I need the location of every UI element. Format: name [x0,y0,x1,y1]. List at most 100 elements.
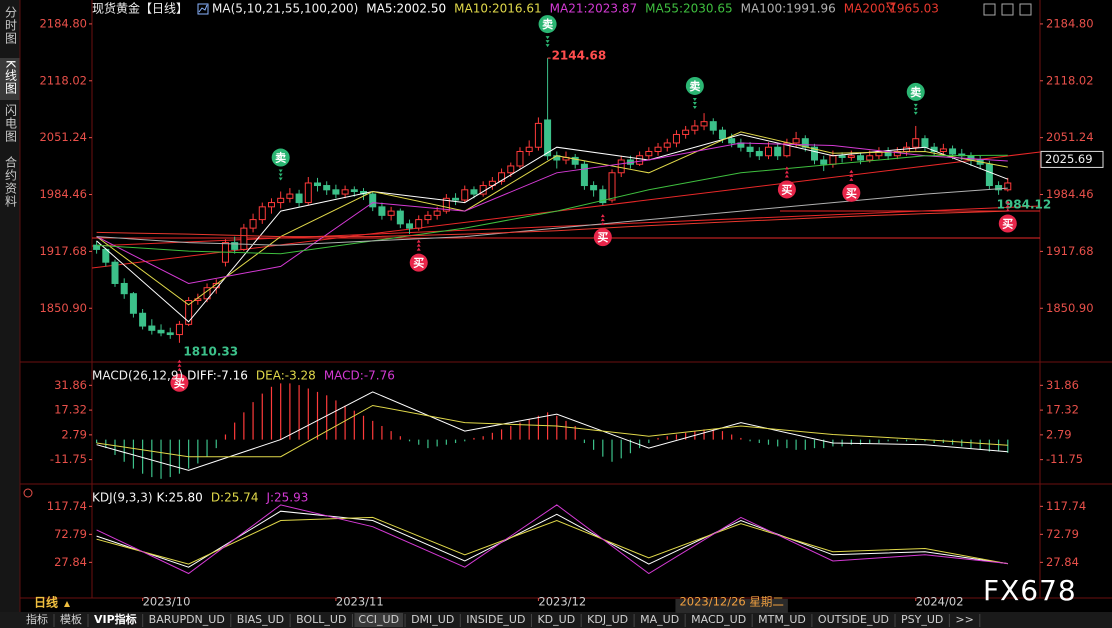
candle-body [350,189,358,193]
indicator-line [96,391,1008,471]
candle-body [332,189,340,195]
candle-body [525,146,533,152]
candle-body [452,197,460,201]
candle-body [267,202,275,208]
tab[interactable]: MTM_UD [758,613,806,626]
candle-body [442,197,450,212]
sidebar-tab[interactable]: 合约资料 [4,155,18,208]
sell-arrow [545,44,550,48]
tab-bg [407,613,459,627]
candle-body [341,189,349,195]
panel-icon[interactable] [23,488,33,498]
buy-arrow [1005,200,1010,204]
sell-arrow [545,36,550,40]
buy-arrow [784,166,789,170]
candle-body [157,329,165,334]
period-label[interactable]: 日线 [34,595,58,610]
buy-badge [998,214,1017,233]
alert-icon[interactable] [886,2,896,13]
x-tick-label: 2023/11 [336,595,384,609]
candle-body [323,185,331,191]
sell-arrow [913,111,918,115]
legend-entry: MA55:2030.65 [645,2,733,16]
indicator-line [96,516,1008,565]
candle-body [857,155,865,161]
sidebar-tab[interactable]: 闪电图 [4,104,18,143]
candle-body [534,122,542,148]
tab[interactable]: OUTSIDE_UD [818,613,889,626]
period-arrow[interactable] [64,601,70,607]
y-tick-label: 2.79 [61,427,87,441]
buy-arrow [177,359,182,363]
candle-body [995,185,1003,191]
candle-body [811,146,819,161]
tab-bg [232,613,289,627]
tab-bg [687,613,751,627]
candle-body [912,138,920,148]
candle-body [866,155,874,161]
indicator-line [96,210,1008,238]
tab[interactable]: KD_UD [537,613,575,626]
candle-body [286,193,294,199]
sell-arrow [278,173,283,177]
tab-bg [636,613,684,627]
tab[interactable]: KDJ_UD [587,613,628,626]
y-tick-label: -11.75 [50,452,87,466]
tab[interactable]: VIP指标 [94,612,137,626]
candle-body [599,189,607,204]
y-tick-label: 2051.24 [1046,130,1094,144]
buy-arrow [849,177,854,181]
sidebar-active [0,58,20,100]
candle-body [507,165,515,174]
tab-bg [813,613,894,627]
indicator-line [96,154,1008,255]
tab[interactable]: PSY_UD [901,613,943,626]
sidebar [0,0,20,612]
candle-body [921,138,929,148]
candle-body [985,163,993,187]
tab[interactable]: MA_UD [640,613,679,626]
tab[interactable]: MACD_UD [691,613,746,626]
candle-body [654,146,662,152]
candle-body [396,210,404,225]
y-tick-label: 1984.46 [39,187,87,201]
indicator-line [96,404,1008,458]
tab[interactable]: >> [955,613,973,626]
buy-arrow [177,363,182,367]
tab[interactable]: BIAS_UD [237,613,284,626]
tab[interactable]: 指标 [26,612,48,626]
legend-entry: MA5:2002.50 [366,2,446,16]
tab[interactable]: INSIDE_UD [466,613,525,626]
window-button[interactable] [1001,3,1014,16]
low-label: 1810.33 [183,344,238,358]
sidebar-tab[interactable]: K线图 [4,60,18,95]
tab[interactable]: BARUPDN_UD [149,613,225,626]
tab-bg [533,613,580,627]
window-button[interactable] [983,3,996,16]
buy-arrow [416,247,421,251]
buy-arrow [784,174,789,178]
buy-arrow [849,169,854,173]
candle-body [718,129,726,140]
price-tag-box [1040,150,1104,168]
y-tick-label: 31.86 [1046,378,1079,392]
tab[interactable]: BOLL_UD [296,613,346,626]
x-tick-label: 2024/02 [916,595,964,609]
buy-arrow [600,222,605,226]
tab[interactable]: CCI_UD [358,613,399,626]
legend-entry: DEA:-3.28 [256,369,316,383]
y-tick-label: 1850.90 [39,301,87,315]
candle-body [939,148,947,152]
sidebar-tab[interactable]: 分时图 [4,6,18,45]
buy-arrow [600,214,605,218]
tab[interactable]: DMI_UD [411,613,454,626]
tab-bg [22,613,52,627]
candle-body [728,138,736,144]
tab[interactable]: 模板 [60,612,82,626]
window-button[interactable] [1019,3,1032,16]
tab-bg [90,613,141,627]
candle-body [645,150,653,157]
indicator-icon[interactable] [197,3,209,15]
watermark: FX678 [983,574,1077,607]
